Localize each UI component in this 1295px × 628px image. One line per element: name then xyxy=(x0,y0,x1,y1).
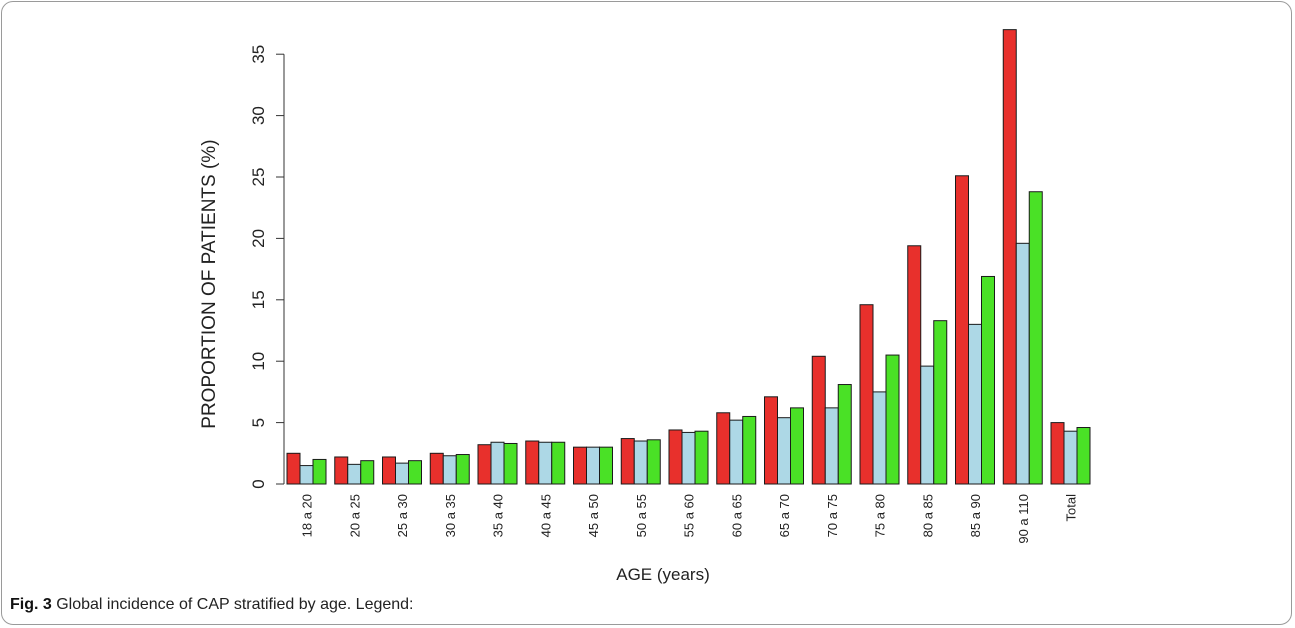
bar xyxy=(347,463,362,485)
bar xyxy=(538,441,553,485)
bar xyxy=(694,430,709,485)
bar xyxy=(837,384,852,485)
bar xyxy=(716,412,731,485)
y-axis: 0 5 10 15 20 25 30 35 xyxy=(249,45,285,489)
x-tick-label: 75 a 80 xyxy=(873,494,888,537)
bar xyxy=(455,454,470,485)
bar xyxy=(681,431,696,485)
x-tick-label: 50 a 55 xyxy=(634,494,649,537)
x-tick-label: 90 a 110 xyxy=(1016,494,1031,544)
y-tick-label: 30 xyxy=(249,106,268,125)
bar xyxy=(920,365,935,485)
bars-group xyxy=(286,29,1091,485)
x-tick-label: 70 a 75 xyxy=(825,494,840,537)
x-tick-label: 35 a 40 xyxy=(491,494,506,537)
bar xyxy=(286,452,301,485)
bar xyxy=(299,465,314,485)
bar xyxy=(729,419,744,485)
bar xyxy=(885,354,900,485)
bar xyxy=(334,456,349,485)
figure-caption-text: Global incidence of CAP stratified by ag… xyxy=(56,596,414,613)
bar xyxy=(1015,242,1030,485)
y-tick-label: 15 xyxy=(249,290,268,309)
bar xyxy=(811,355,826,485)
bar xyxy=(408,460,422,485)
figure-caption: Fig. 3 Global incidence of CAP stratifie… xyxy=(10,596,414,614)
bar xyxy=(1028,191,1043,485)
x-tick-label: 20 a 25 xyxy=(347,494,362,537)
figure-label: Fig. 3 xyxy=(10,596,52,613)
y-tick-label: 20 xyxy=(249,229,268,248)
x-tick-label: 18 a 20 xyxy=(300,494,315,537)
bar xyxy=(955,175,969,485)
x-tick-label: Total xyxy=(1064,494,1079,522)
bar xyxy=(790,407,804,485)
bar xyxy=(525,440,540,485)
bar xyxy=(824,407,839,485)
x-tick-label: 80 a 85 xyxy=(920,494,935,537)
bar xyxy=(442,455,457,485)
bar xyxy=(764,396,778,485)
y-tick-label: 10 xyxy=(249,352,268,371)
x-tick-label: 65 a 70 xyxy=(777,494,792,537)
x-tick-label: 25 a 30 xyxy=(395,494,410,537)
bar xyxy=(551,441,566,485)
x-tick-label: 55 a 60 xyxy=(682,494,697,537)
bar xyxy=(312,458,327,485)
bar xyxy=(981,275,995,485)
bar xyxy=(490,441,505,485)
bar xyxy=(872,391,887,485)
bar xyxy=(1076,427,1091,485)
y-tick-label: 5 xyxy=(249,418,268,427)
bar xyxy=(646,439,661,485)
x-axis-label: AGE (years) xyxy=(616,565,710,584)
bar xyxy=(599,446,613,485)
x-tick-label: 30 a 35 xyxy=(443,494,458,537)
x-tick-labels: 18 a 20 20 a 25 25 a 30 30 a 35 35 a 40 40 a … xyxy=(300,494,1079,544)
bar xyxy=(742,415,757,485)
bar xyxy=(620,438,635,485)
y-axis-label: PROPORTION OF PATIENTS (%) xyxy=(199,139,220,428)
y-tick-label: 35 xyxy=(249,45,268,64)
x-tick-label: 60 a 65 xyxy=(729,494,744,537)
bar xyxy=(933,320,948,485)
bar xyxy=(395,462,409,485)
bar xyxy=(777,417,791,485)
bar xyxy=(586,446,600,485)
bar xyxy=(360,460,375,485)
bar xyxy=(668,429,683,485)
bar xyxy=(633,440,648,485)
bar xyxy=(1050,422,1065,485)
bar xyxy=(382,456,396,485)
y-tick-label: 0 xyxy=(249,479,268,488)
bar xyxy=(503,442,518,485)
x-tick-label: 45 a 50 xyxy=(586,494,601,537)
bar xyxy=(477,444,492,485)
x-tick-label: 40 a 45 xyxy=(538,494,553,537)
bar xyxy=(968,323,982,485)
bar xyxy=(1002,29,1017,485)
bar xyxy=(573,446,587,485)
y-tick-label: 25 xyxy=(249,168,268,187)
bar xyxy=(429,452,444,485)
bar xyxy=(859,304,874,485)
x-tick-label: 85 a 90 xyxy=(968,494,983,537)
bar xyxy=(1063,430,1078,485)
bar xyxy=(907,245,922,485)
